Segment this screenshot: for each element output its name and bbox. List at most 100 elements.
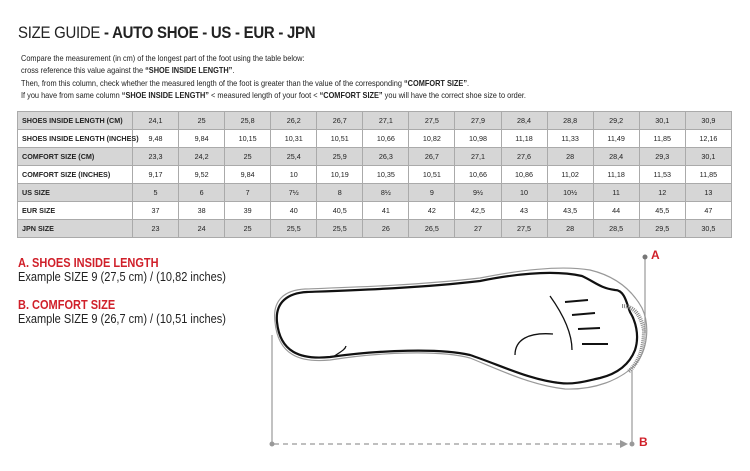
table-cell: 30,5 bbox=[684, 219, 733, 238]
example-b: B. COMFORT SIZE Example SIZE 9 (26,7 cm)… bbox=[18, 298, 226, 326]
row-label: SHOES INSIDE LENGTH (INCHES) bbox=[17, 129, 139, 148]
table-cell: 28,5 bbox=[592, 219, 640, 238]
table-cell: 9,48 bbox=[131, 129, 180, 148]
table-cell: 44 bbox=[592, 201, 640, 220]
table-cell: 9,84 bbox=[224, 165, 272, 184]
table-cell: 27,1 bbox=[362, 111, 410, 130]
table-cell: 47 bbox=[684, 201, 733, 220]
table-cell: 11 bbox=[592, 183, 640, 202]
page-title: SIZE GUIDE - AUTO SHOE - US - EUR - JPN bbox=[18, 23, 316, 43]
table-cell: 10,66 bbox=[362, 129, 410, 148]
table-cell: 11,85 bbox=[684, 165, 733, 184]
row-label: COMFORT SIZE (CM) bbox=[17, 147, 133, 166]
heel-dot bbox=[269, 441, 275, 447]
table-cell: 12,16 bbox=[684, 129, 733, 148]
table-cell: 25,9 bbox=[316, 147, 364, 166]
table-cell: 29,3 bbox=[638, 147, 686, 166]
table-cell: 11,85 bbox=[638, 129, 686, 148]
table-cell: 26,2 bbox=[270, 111, 318, 130]
table-cell: 25,4 bbox=[270, 147, 318, 166]
table-cell: 9,84 bbox=[178, 129, 226, 148]
table-row: JPN SIZE 23 24 25 25,5 25,5 26 26,5 27 27,5 28 28,5… bbox=[17, 219, 733, 238]
table-cell: 43,5 bbox=[546, 201, 594, 220]
table-cell: 25 bbox=[178, 111, 226, 130]
table-cell: 10,98 bbox=[454, 129, 502, 148]
title-prefix: SIZE GUIDE bbox=[18, 23, 101, 42]
table-cell: 27,6 bbox=[500, 147, 548, 166]
row-label: COMFORT SIZE (INCHES) bbox=[17, 165, 133, 184]
instructions: Compare the measurement (in cm) of the l… bbox=[21, 53, 526, 102]
table-cell: 30,9 bbox=[684, 111, 733, 130]
table-cell: 10,31 bbox=[270, 129, 318, 148]
table-cell: 23,3 bbox=[131, 147, 180, 166]
table-cell: 37 bbox=[131, 201, 180, 220]
table-row: SHOES INSIDE LENGTH (INCHES) 9,48 9,84 10,1… bbox=[17, 129, 733, 148]
table-cell: 10,82 bbox=[408, 129, 456, 148]
marker-a-label: A bbox=[651, 248, 660, 262]
table-cell: 25,8 bbox=[224, 111, 272, 130]
table-cell: 27 bbox=[454, 219, 502, 238]
table-cell: 10,51 bbox=[408, 165, 456, 184]
table-cell: 41 bbox=[362, 201, 410, 220]
table-cell: 10,51 bbox=[316, 129, 364, 148]
table-cell: 28,4 bbox=[500, 111, 548, 130]
table-cell: 9 bbox=[408, 183, 456, 202]
table-cell: 11,18 bbox=[592, 165, 640, 184]
table-row: SHOES INSIDE LENGTH (CM) 24,1 25 25,8 26,2 26… bbox=[17, 111, 733, 130]
table-cell: 24 bbox=[178, 219, 226, 238]
arrow-head-icon bbox=[620, 440, 628, 448]
example-a-text: Example SIZE 9 (27,5 cm) / (10,82 inches… bbox=[18, 270, 226, 284]
table-row: US SIZE 5 6 7 7½ 8 8½ 9 9½ 10 10½ 11 12 13 bbox=[17, 183, 733, 202]
table-cell: 29,5 bbox=[638, 219, 686, 238]
instruction-line-2: cross reference this value against the “… bbox=[21, 66, 235, 76]
table-cell: 30,1 bbox=[638, 111, 686, 130]
instruction-line-1: Compare the measurement (in cm) of the l… bbox=[21, 54, 305, 63]
example-b-text: Example SIZE 9 (26,7 cm) / (10,51 inches… bbox=[18, 312, 226, 326]
table-cell: 11,33 bbox=[546, 129, 594, 148]
table-row: EUR SIZE 37 38 39 40 40,5 41 42 42,5 43 43,5 44 45,5… bbox=[17, 201, 733, 220]
table-cell: 25,5 bbox=[270, 219, 318, 238]
marker-b-dot bbox=[629, 441, 635, 447]
table-cell: 40,5 bbox=[316, 201, 364, 220]
table-cell: 26,7 bbox=[408, 147, 456, 166]
marker-a-dot bbox=[642, 254, 648, 260]
table-cell: 11,18 bbox=[500, 129, 548, 148]
table-cell: 40 bbox=[270, 201, 318, 220]
table-cell: 26,5 bbox=[408, 219, 456, 238]
marker-b-label: B bbox=[639, 435, 648, 449]
table-cell: 10½ bbox=[546, 183, 594, 202]
table-cell: 23 bbox=[131, 219, 180, 238]
table-row: COMFORT SIZE (CM) 23,3 24,2 25 25,4 25,9 26,3 2… bbox=[17, 147, 733, 166]
instruction-line-4: If you have from same column “SHOE INSID… bbox=[21, 90, 526, 100]
table-cell: 8 bbox=[316, 183, 364, 202]
table-cell: 9,52 bbox=[178, 165, 226, 184]
table-cell: 25 bbox=[224, 219, 272, 238]
table-cell: 5 bbox=[131, 183, 180, 202]
table-cell: 10,19 bbox=[316, 165, 364, 184]
table-cell: 26 bbox=[362, 219, 410, 238]
table-cell: 10 bbox=[270, 165, 318, 184]
row-label: EUR SIZE bbox=[17, 201, 133, 220]
table-cell: 42 bbox=[408, 201, 456, 220]
table-cell: 8½ bbox=[362, 183, 410, 202]
table-cell: 26,7 bbox=[316, 111, 364, 130]
size-table: SHOES INSIDE LENGTH (CM) 24,1 25 25,8 26,2 26… bbox=[17, 111, 733, 238]
instruction-line-3: Then, from this column, check whether th… bbox=[21, 78, 470, 88]
foot-outline-icon bbox=[274, 267, 648, 390]
table-cell: 10 bbox=[500, 183, 548, 202]
example-b-heading: B. COMFORT SIZE bbox=[18, 298, 116, 312]
table-cell: 25 bbox=[224, 147, 272, 166]
row-label: JPN SIZE bbox=[17, 219, 133, 238]
table-cell: 45,5 bbox=[638, 201, 686, 220]
table-cell: 27,5 bbox=[500, 219, 548, 238]
table-cell: 24,1 bbox=[131, 111, 180, 130]
table-cell: 42,5 bbox=[454, 201, 502, 220]
table-cell: 7½ bbox=[270, 183, 318, 202]
table-cell: 39 bbox=[224, 201, 272, 220]
table-cell: 25,5 bbox=[316, 219, 364, 238]
example-a-heading: A. SHOES INSIDE LENGTH bbox=[18, 256, 159, 270]
title-bold: - AUTO SHOE - US - EUR - JPN bbox=[100, 23, 316, 42]
table-cell: 27,9 bbox=[454, 111, 502, 130]
example-a: A. SHOES INSIDE LENGTH Example SIZE 9 (2… bbox=[18, 256, 226, 284]
